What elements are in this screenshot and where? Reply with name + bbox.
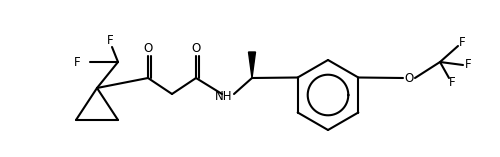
Text: F: F bbox=[458, 35, 466, 49]
Text: NH: NH bbox=[215, 89, 233, 103]
Text: F: F bbox=[448, 76, 456, 89]
Text: O: O bbox=[144, 41, 152, 54]
Polygon shape bbox=[248, 52, 256, 78]
Text: F: F bbox=[74, 56, 80, 68]
Text: O: O bbox=[404, 71, 413, 84]
Text: F: F bbox=[106, 33, 114, 46]
Text: O: O bbox=[192, 41, 200, 54]
Text: F: F bbox=[464, 59, 471, 71]
